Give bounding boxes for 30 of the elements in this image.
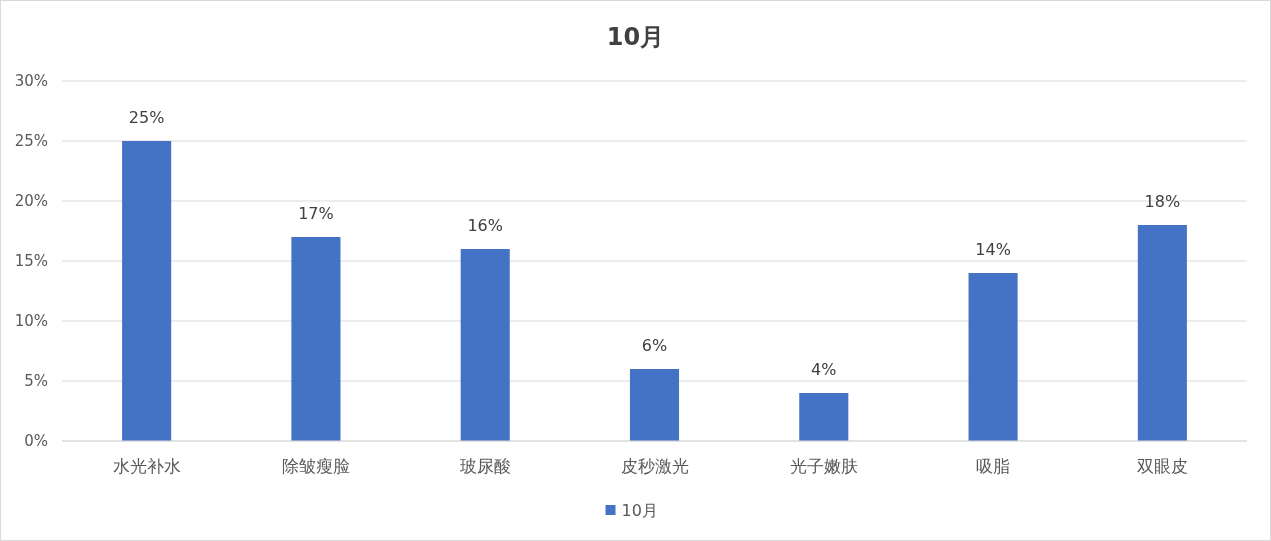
data-label: 18% <box>1144 192 1181 211</box>
data-label: 25% <box>128 108 165 127</box>
x-tick-label: 双眼皮 <box>1136 456 1188 476</box>
bar <box>122 141 172 441</box>
data-label: 14% <box>975 240 1011 259</box>
data-label: 17% <box>298 204 334 223</box>
x-tick-label: 除皱瘦脸 <box>281 456 350 476</box>
x-tick-label: 皮秒激光 <box>620 456 689 476</box>
x-tick-label: 玻尿酸 <box>459 456 511 476</box>
bar <box>629 369 680 441</box>
bar <box>460 249 510 441</box>
x-tick-label: 光子嫩肤 <box>789 456 858 476</box>
y-tick-label: 0% <box>24 432 48 450</box>
y-tick-label: 25% <box>14 132 48 150</box>
x-tick-label: 吸脂 <box>976 456 1011 476</box>
legend-label: 10月 <box>621 501 658 520</box>
y-tick-label: 5% <box>24 372 48 390</box>
bar <box>1137 225 1187 441</box>
y-tick-label: 20% <box>14 192 48 210</box>
bar <box>291 237 341 441</box>
data-label: 16% <box>467 216 503 235</box>
y-tick-label: 10% <box>14 312 48 330</box>
chart-title: 10月 <box>606 23 665 51</box>
y-tick-label: 30% <box>14 72 48 90</box>
data-label: 6% <box>641 336 668 355</box>
bar <box>968 273 1018 441</box>
x-tick-label: 水光补水 <box>112 456 181 476</box>
bar <box>799 393 849 441</box>
y-tick-label: 15% <box>14 252 48 270</box>
data-label: 4% <box>811 360 837 379</box>
